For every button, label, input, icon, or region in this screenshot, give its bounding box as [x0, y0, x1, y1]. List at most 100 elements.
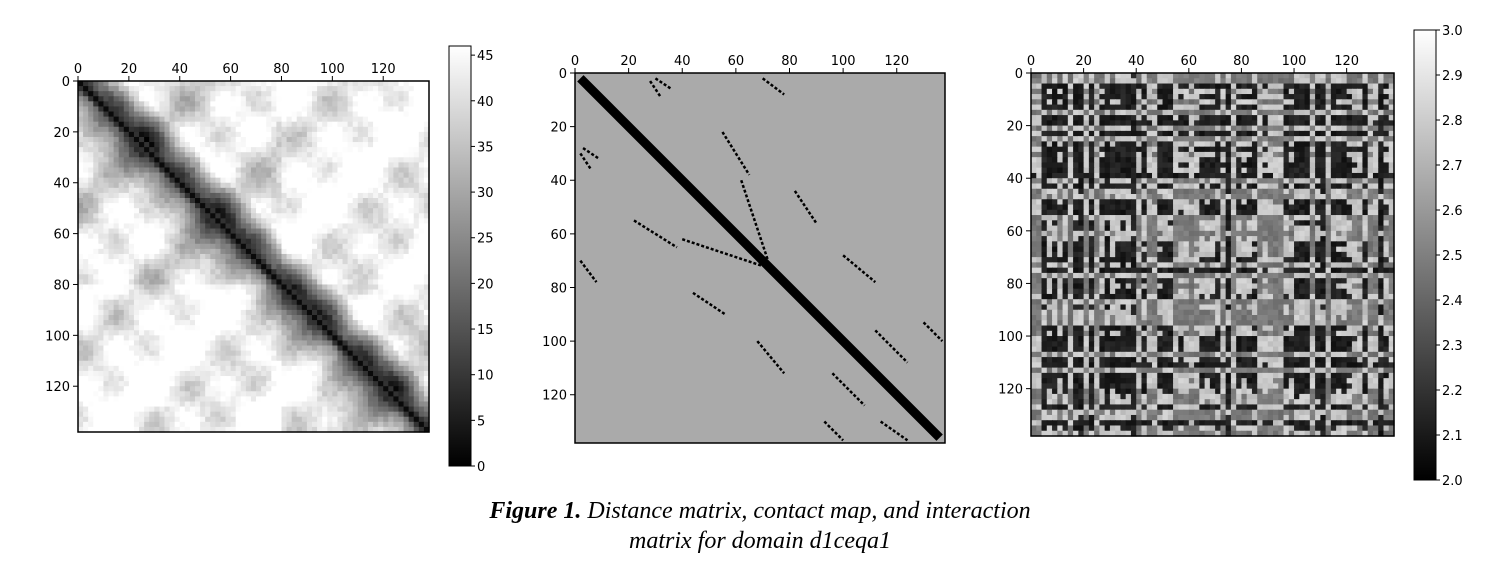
- distance-cell: [83, 192, 89, 199]
- interaction-cell: [1257, 73, 1264, 79]
- distance-cell: [362, 167, 369, 174]
- distance-cell: [266, 360, 272, 367]
- distance-cell: [271, 101, 277, 108]
- distance-cell: [291, 192, 298, 199]
- distance-cell: [373, 131, 379, 138]
- distance-cell: [322, 126, 328, 133]
- distance-cell: [291, 126, 298, 133]
- colorbar-tick-label: 40: [477, 95, 494, 110]
- distance-cell: [123, 294, 130, 301]
- distance-cell: [174, 136, 181, 143]
- distance-cell: [133, 228, 140, 235]
- distance-cell: [164, 91, 171, 97]
- distance-cell: [245, 208, 252, 214]
- distance-cell: [83, 289, 89, 296]
- distance-cell: [205, 243, 211, 250]
- distance-cell: [291, 315, 298, 321]
- distance-cell: [327, 126, 333, 133]
- interaction-cell: [1267, 78, 1274, 85]
- distance-cell: [225, 131, 232, 138]
- distance-cell: [357, 86, 364, 92]
- interaction-cell: [1094, 78, 1100, 85]
- distance-cell: [225, 355, 232, 362]
- distance-cell: [215, 228, 222, 235]
- distance-cell: [337, 91, 344, 97]
- distance-cell: [337, 243, 344, 250]
- distance-cell: [322, 213, 328, 219]
- distance-cell: [174, 238, 181, 245]
- distance-cell: [78, 315, 84, 321]
- distance-cell: [139, 335, 145, 342]
- distance-cell: [235, 304, 242, 311]
- distance-cell: [418, 391, 425, 397]
- distance-cell: [154, 421, 160, 428]
- distance-cell: [373, 269, 379, 275]
- distance-cell: [322, 177, 328, 184]
- distance-cell: [347, 401, 354, 408]
- distance-cell: [210, 218, 216, 225]
- distance-cell: [271, 81, 277, 87]
- distance-cell: [159, 131, 166, 138]
- distance-cell: [144, 111, 150, 118]
- distance-cell: [220, 345, 227, 352]
- distance-cell: [418, 421, 425, 428]
- distance-cell: [93, 243, 99, 250]
- distance-cell: [332, 208, 339, 214]
- distance-cell: [98, 147, 105, 153]
- distance-cell: [408, 340, 415, 347]
- distance-cell: [408, 228, 415, 235]
- distance-cell: [413, 96, 420, 102]
- distance-cell: [245, 309, 252, 316]
- distance-cell: [98, 101, 105, 108]
- distance-cell: [149, 218, 155, 225]
- distance-cell: [83, 218, 89, 225]
- interaction-cell: [1341, 78, 1348, 85]
- distance-cell: [184, 335, 191, 342]
- distance-cell: [342, 228, 349, 235]
- distance-cell: [240, 106, 247, 113]
- distance-cell: [317, 136, 323, 143]
- distance-cell: [342, 386, 349, 392]
- distance-cell: [367, 203, 374, 209]
- distance-cell: [403, 289, 410, 296]
- distance-cell: [296, 340, 303, 347]
- distance-cell: [133, 426, 140, 433]
- distance-cell: [215, 136, 222, 143]
- distance-cell: [230, 269, 237, 275]
- distance-cell: [230, 299, 237, 306]
- distance-cell: [184, 213, 191, 219]
- distance-cell: [261, 253, 267, 260]
- distance-cell: [128, 309, 135, 316]
- distance-cell: [169, 386, 176, 392]
- distance-cell: [103, 101, 110, 108]
- distance-cell: [352, 121, 359, 128]
- distance-cell: [266, 381, 272, 387]
- interaction-cell: [1083, 78, 1090, 85]
- distance-cell: [362, 365, 369, 372]
- distance-cell: [225, 304, 232, 311]
- distance-cell: [123, 360, 130, 367]
- distance-cell: [200, 416, 206, 423]
- distance-cell: [133, 167, 140, 174]
- distance-cell: [128, 218, 135, 225]
- distance-cell: [352, 198, 359, 204]
- distance-cell: [189, 396, 196, 403]
- distance-cell: [179, 340, 186, 347]
- distance-cell: [306, 233, 313, 240]
- distance-cell: [337, 142, 344, 148]
- distance-cell: [98, 136, 105, 143]
- distance-cell: [128, 187, 135, 194]
- distance-cell: [123, 370, 130, 377]
- distance-cell: [184, 223, 191, 230]
- distance-cell: [357, 381, 364, 387]
- distance-cell: [322, 152, 328, 158]
- distance-cell: [296, 172, 303, 179]
- distance-cell: [98, 142, 105, 148]
- distance-cell: [306, 81, 313, 87]
- distance-cell: [347, 309, 354, 316]
- distance-cell: [118, 279, 125, 286]
- distance-cell: [418, 386, 425, 392]
- distance-cell: [108, 81, 115, 87]
- distance-cell: [118, 111, 125, 118]
- distance-cell: [98, 203, 105, 209]
